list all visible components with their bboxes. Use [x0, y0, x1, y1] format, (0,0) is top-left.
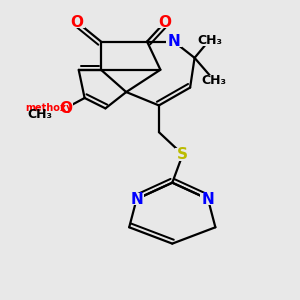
Text: CH₃: CH₃	[201, 74, 226, 87]
FancyBboxPatch shape	[58, 102, 73, 114]
Text: N: N	[167, 34, 180, 49]
FancyBboxPatch shape	[203, 74, 225, 86]
FancyBboxPatch shape	[29, 108, 51, 120]
FancyBboxPatch shape	[70, 16, 85, 28]
Text: N: N	[130, 191, 143, 206]
Text: methoxy: methoxy	[25, 103, 73, 113]
Text: S: S	[177, 147, 188, 162]
FancyBboxPatch shape	[157, 16, 172, 28]
FancyBboxPatch shape	[38, 102, 59, 114]
FancyBboxPatch shape	[166, 36, 182, 47]
FancyBboxPatch shape	[175, 148, 191, 161]
FancyBboxPatch shape	[129, 193, 144, 205]
Text: CH₃: CH₃	[197, 34, 222, 46]
Text: O: O	[59, 101, 72, 116]
FancyBboxPatch shape	[198, 34, 220, 46]
FancyBboxPatch shape	[200, 193, 216, 205]
Text: CH₃: CH₃	[28, 108, 52, 121]
Text: O: O	[158, 15, 171, 30]
Text: N: N	[202, 191, 214, 206]
Text: O: O	[71, 15, 84, 30]
